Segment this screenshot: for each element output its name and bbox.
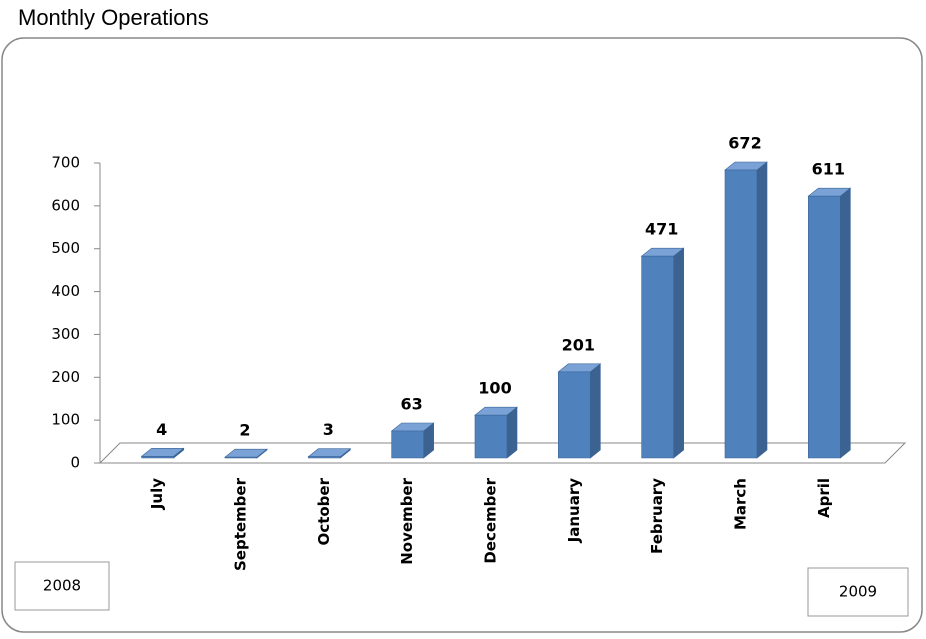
bar: [724, 161, 768, 459]
bar: [307, 448, 352, 459]
bar-front: [224, 456, 258, 459]
x-tick-label: January: [565, 478, 583, 544]
bar-front: [474, 414, 508, 459]
data-label: 100: [478, 379, 511, 398]
data-label: 2: [239, 421, 250, 440]
bar-side: [506, 406, 518, 459]
x-tick-label: March: [732, 478, 750, 530]
annotation-box: [807, 567, 909, 617]
y-tick-label: 200: [51, 368, 80, 386]
bar: [474, 406, 518, 459]
annotation: 2008: [43, 577, 81, 595]
y-tick-label: 300: [51, 325, 80, 343]
x-tick-label: December: [482, 477, 500, 563]
chart-title: Monthly Operations: [18, 5, 209, 30]
data-label: 611: [812, 160, 845, 179]
bar-side: [840, 187, 851, 459]
bar: [390, 422, 435, 459]
y-tick-label: 700: [51, 154, 80, 172]
data-label: 201: [562, 335, 595, 354]
bar-front: [724, 169, 758, 459]
bar-front: [141, 455, 174, 459]
x-tick-label: April: [815, 478, 833, 518]
y-tick-label: 400: [51, 282, 80, 300]
bar-side: [673, 247, 684, 459]
bar-front: [308, 456, 341, 459]
data-label: 471: [645, 220, 678, 239]
x-tick-label: November: [398, 477, 416, 564]
data-label: 4: [156, 420, 167, 439]
y-tick-label: 600: [51, 196, 80, 214]
floor: [98, 442, 907, 464]
bar: [807, 187, 852, 459]
bar: [640, 247, 685, 459]
annotation: 2009: [839, 583, 877, 601]
data-label: 63: [401, 395, 423, 414]
x-tick-label: February: [648, 478, 666, 554]
bar-front: [808, 195, 841, 459]
bar: [224, 448, 268, 459]
x-tick-label: September: [232, 477, 250, 571]
bar: [557, 363, 602, 459]
y-tick-label: 500: [51, 239, 80, 257]
bar-side: [590, 363, 601, 459]
bar-front: [558, 371, 591, 459]
data-label: 3: [323, 420, 334, 439]
data-label: 672: [728, 134, 761, 153]
y-tick-label: 100: [51, 411, 80, 429]
bar-front: [641, 255, 674, 459]
bar: [140, 447, 185, 459]
chart-frame: [1, 37, 923, 633]
bar-front: [391, 430, 424, 459]
x-tick-label: July: [148, 478, 166, 510]
bar-side: [756, 161, 768, 459]
x-tick-label: October: [315, 477, 333, 545]
annotation-box: [14, 561, 110, 611]
y-tick-label: 0: [70, 454, 80, 472]
